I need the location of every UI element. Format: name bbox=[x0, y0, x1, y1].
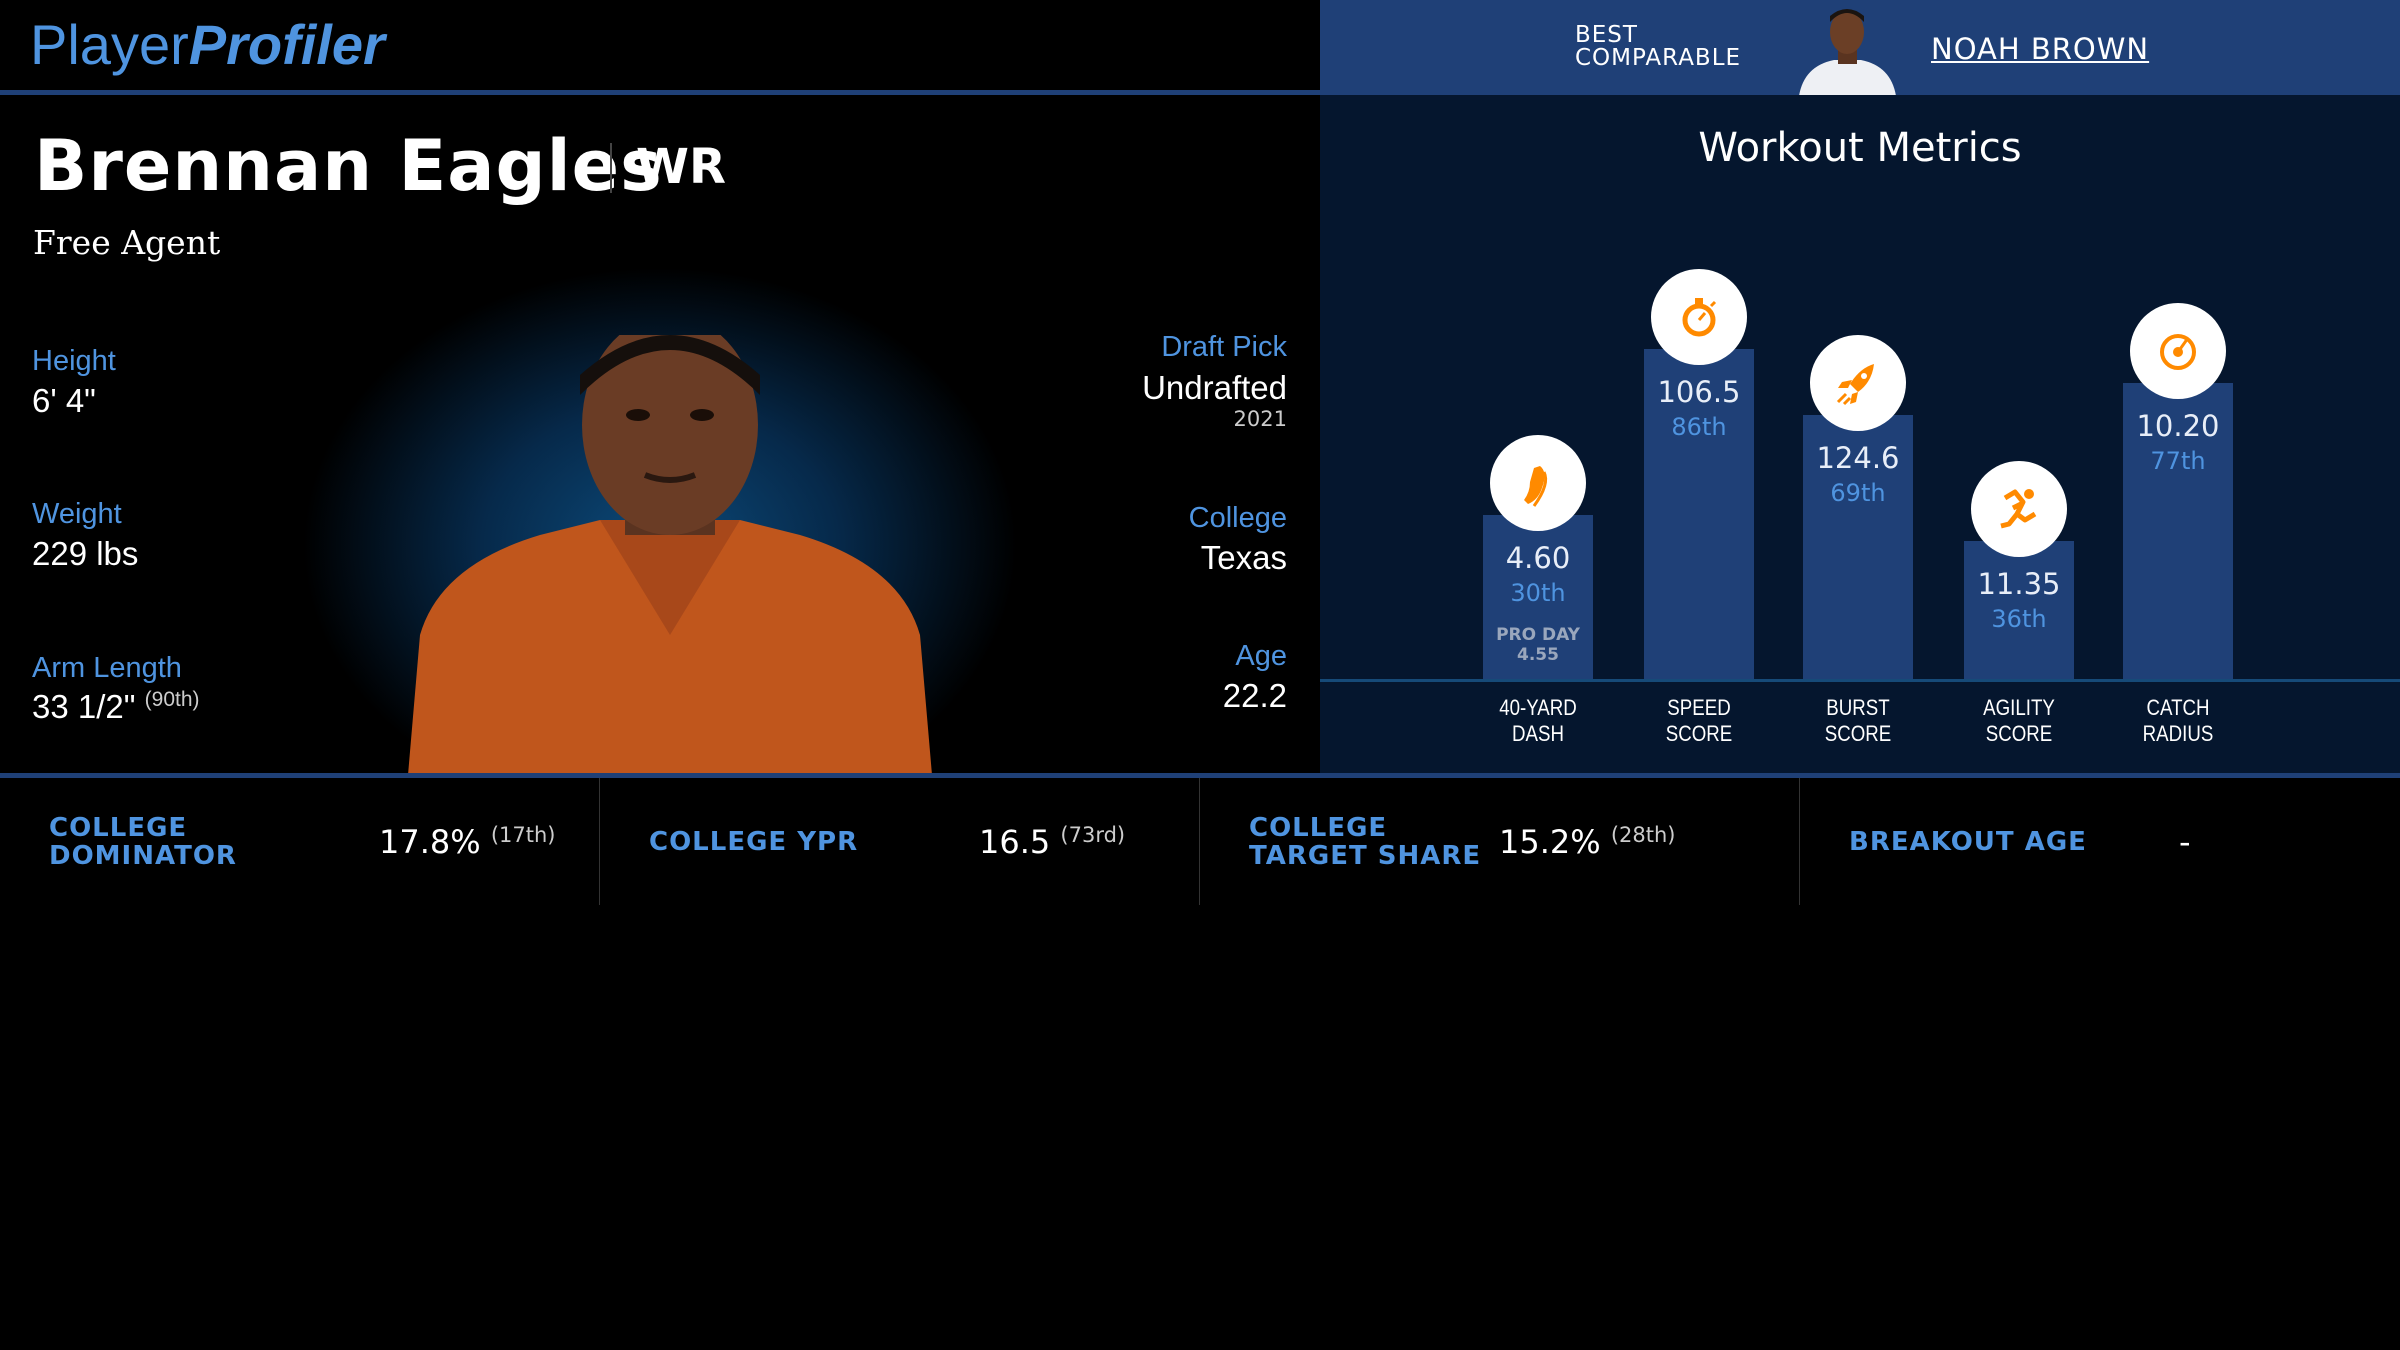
divider bbox=[610, 143, 612, 193]
metric-label: CATCH RADIUS bbox=[2142, 695, 2214, 746]
stat-label: BREAKOUT AGE bbox=[1849, 826, 2087, 857]
metric-bar bbox=[2123, 383, 2233, 679]
stopwatch-icon bbox=[1651, 269, 1747, 365]
stat-label: COLLEGE TARGET SHARE bbox=[1249, 812, 1482, 871]
metric-label: SPEED SCORE bbox=[1665, 695, 1733, 746]
metric-bar bbox=[1483, 515, 1593, 679]
player-name: Brennan Eagles bbox=[34, 125, 663, 207]
workout-metrics-panel: Workout Metrics 4.60 30th PRO DAY 4.55 40… bbox=[1320, 95, 2400, 775]
pro-day-time: PRO DAY 4.55 bbox=[1496, 625, 1580, 665]
divider bbox=[0, 773, 2400, 778]
arm-length-label: Arm Length bbox=[32, 652, 182, 684]
logo[interactable]: PlayerProfiler bbox=[30, 13, 385, 76]
gauge-icon bbox=[2130, 303, 2226, 399]
draft-pick-label: Draft Pick bbox=[1161, 331, 1287, 363]
metric-label: AGILITY SCORE bbox=[1983, 695, 2055, 746]
stat-rank: (17th) bbox=[490, 822, 556, 847]
draft-pick-value: Undrafted bbox=[1142, 369, 1287, 406]
player-position: WR bbox=[636, 139, 726, 195]
stat-rank: (28th) bbox=[1610, 822, 1676, 847]
draft-year: 2021 bbox=[1233, 407, 1287, 431]
metric-bar bbox=[1803, 415, 1913, 679]
player-card: Brennan Eagles WR Free Agent Height 6' 4… bbox=[0, 95, 1320, 775]
best-comparable-label: BEST COMPARABLE bbox=[1575, 22, 1742, 71]
chart-baseline bbox=[1320, 679, 2400, 682]
stat-value: 15.2% (28th) bbox=[1499, 822, 1676, 861]
metric-percentile: 36th bbox=[1991, 605, 2047, 633]
height-value: 6' 4" bbox=[32, 382, 96, 419]
stat-label: COLLEGE DOMINATOR bbox=[49, 812, 237, 871]
top-bar: PlayerProfiler bbox=[0, 0, 1320, 92]
player-photo bbox=[408, 335, 932, 775]
stat-value: - bbox=[2179, 822, 2191, 861]
arm-length-value: 33 1/2" (90th) bbox=[32, 688, 200, 725]
weight-value: 229 lbs bbox=[32, 535, 139, 572]
stat-rank: (73rd) bbox=[1060, 822, 1126, 847]
metric-label: 40-YARD DASH bbox=[1499, 695, 1577, 746]
metric-percentile: 69th bbox=[1830, 479, 1886, 507]
metric-bar bbox=[1964, 541, 2074, 679]
college-label: College bbox=[1188, 502, 1287, 534]
metric-label: BURST SCORE bbox=[1824, 695, 1892, 746]
age-label: Age bbox=[1235, 640, 1287, 672]
rocket-icon bbox=[1810, 335, 1906, 431]
comparable-name-link[interactable]: NOAH BROWN bbox=[1931, 32, 2150, 66]
metric-value: 106.5 bbox=[1657, 375, 1741, 409]
best-comparable-banner: BEST COMPARABLE NOAH BROWN bbox=[1320, 0, 2400, 96]
metric-percentile: 77th bbox=[2150, 447, 2206, 475]
age-value: 22.2 bbox=[1222, 677, 1287, 714]
stat-value: 17.8% (17th) bbox=[379, 822, 556, 861]
stat-college-target-share: COLLEGE TARGET SHARE 15.2% (28th) bbox=[1200, 778, 1800, 905]
shoe-icon bbox=[1490, 435, 1586, 531]
metric-value: 124.6 bbox=[1816, 441, 1900, 475]
player-team: Free Agent bbox=[33, 223, 221, 262]
stat-breakout-age: BREAKOUT AGE - bbox=[1800, 778, 2400, 905]
metric-value: 4.60 bbox=[1505, 541, 1571, 575]
stat-college-dominator: COLLEGE DOMINATOR 17.8% (17th) bbox=[0, 778, 600, 905]
height-label: Height bbox=[32, 345, 116, 377]
stat-value: 16.5 (73rd) bbox=[979, 822, 1126, 861]
metric-value: 11.35 bbox=[1977, 567, 2061, 601]
college-value: Texas bbox=[1200, 539, 1287, 576]
stat-label: COLLEGE YPR bbox=[649, 826, 859, 857]
divider bbox=[0, 90, 1320, 95]
metric-percentile: 86th bbox=[1671, 413, 1727, 441]
metric-percentile: 30th bbox=[1510, 579, 1566, 607]
comparable-photo bbox=[1799, 9, 1896, 96]
workout-metrics-title: Workout Metrics bbox=[1698, 125, 2022, 171]
stat-college-ypr: COLLEGE YPR 16.5 (73rd) bbox=[600, 778, 1200, 905]
weight-label: Weight bbox=[32, 498, 122, 530]
runner-icon bbox=[1971, 461, 2067, 557]
metric-value: 10.20 bbox=[2136, 409, 2220, 443]
metric-bar bbox=[1644, 349, 1754, 679]
